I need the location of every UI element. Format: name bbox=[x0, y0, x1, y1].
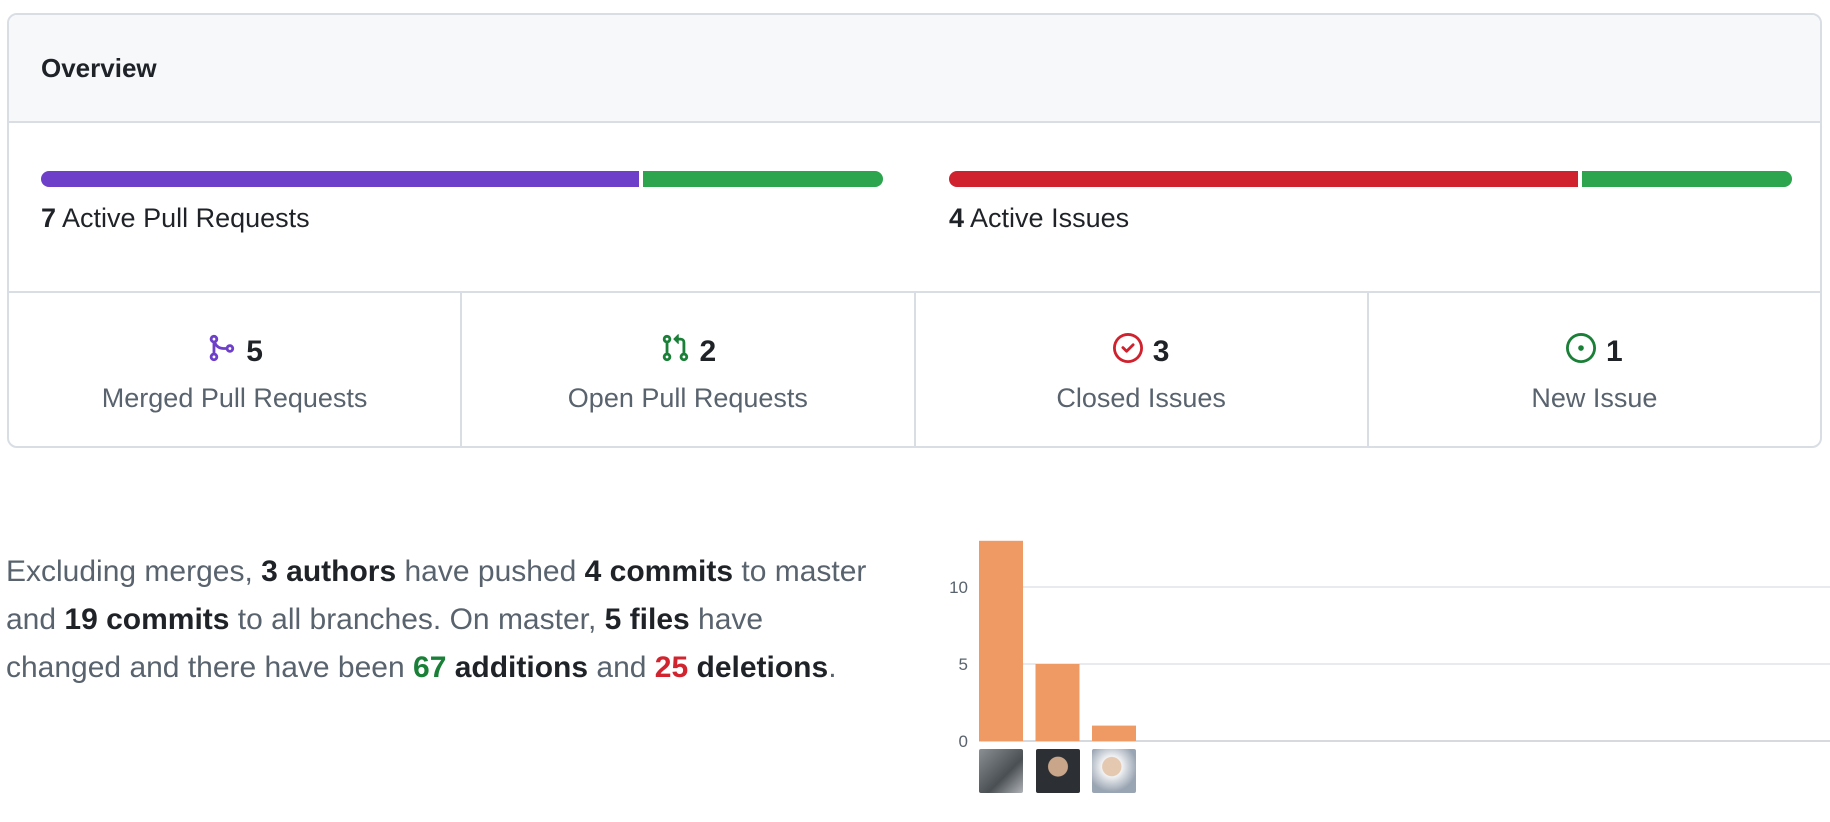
closed-issues-stat[interactable]: 3 Closed Issues bbox=[916, 293, 1369, 446]
commits-by-author-chart: 0 5 10 bbox=[930, 520, 1830, 810]
overview-title: Overview bbox=[41, 52, 157, 83]
merged-label: Merged Pull Requests bbox=[101, 383, 368, 413]
open-label: Open Pull Requests bbox=[567, 383, 808, 413]
commit-summary-text: and bbox=[588, 651, 655, 684]
active-issues-label: Active Issues bbox=[970, 203, 1130, 233]
commit-summary: Excluding merges, 3 authors have pushed … bbox=[6, 548, 886, 692]
git-merge-icon bbox=[206, 333, 236, 371]
chart-svg: 0 5 10 bbox=[949, 540, 1830, 751]
open-segment[interactable] bbox=[643, 171, 883, 187]
commit-summary-text: have pushed bbox=[396, 555, 585, 588]
author-avatar-2[interactable] bbox=[1036, 749, 1080, 793]
new-segment[interactable] bbox=[1582, 171, 1792, 187]
additions-word: additions bbox=[446, 651, 589, 684]
author-avatar-1[interactable] bbox=[979, 749, 1023, 793]
issue-opened-icon bbox=[1566, 333, 1597, 371]
git-pull-request-icon bbox=[660, 333, 690, 371]
new-count: 1 bbox=[1606, 335, 1623, 368]
commit-bar-3[interactable] bbox=[1092, 725, 1136, 741]
y-tick-label: 0 bbox=[959, 732, 968, 751]
commit-summary-text: Excluding merges, bbox=[6, 555, 262, 588]
master-commits[interactable]: 4 commits bbox=[584, 555, 734, 588]
commit-bar-1[interactable] bbox=[979, 540, 1023, 741]
issues-progress-bar[interactable] bbox=[949, 171, 1792, 187]
commit-summary-text: have changed and there have been bbox=[6, 603, 764, 684]
commit-summary-text: to all branches. On master, bbox=[229, 603, 605, 636]
overview-header: Overview bbox=[9, 15, 1820, 123]
issue-closed-icon bbox=[1112, 333, 1143, 371]
active-pull-requests-label: Active Pull Requests bbox=[62, 203, 310, 233]
active-issues[interactable]: 4 Active Issues bbox=[949, 203, 1129, 234]
y-tick-label: 10 bbox=[949, 578, 968, 597]
files-changed[interactable]: 5 files bbox=[604, 603, 690, 636]
merged-pull-requests-stat[interactable]: 5 Merged Pull Requests bbox=[9, 293, 463, 446]
deletions-count: 25 bbox=[654, 651, 689, 684]
additions-count: 67 bbox=[413, 651, 447, 684]
commit-bar-2[interactable] bbox=[1035, 664, 1080, 741]
commit-summary-text: to master and bbox=[6, 555, 867, 636]
new-issue-stat[interactable]: 1 New Issue bbox=[1369, 293, 1820, 446]
overview-summary: 7 Active Pull Requests 4 Active Issues bbox=[9, 123, 1820, 293]
active-pull-requests[interactable]: 7 Active Pull Requests bbox=[41, 203, 310, 234]
open-pull-requests-stat[interactable]: 2 Open Pull Requests bbox=[462, 293, 916, 446]
closed-count: 3 bbox=[1152, 335, 1170, 368]
author-avatar-3[interactable] bbox=[1092, 749, 1136, 793]
overview-box: Overview 7 Active Pull Requests 4 Active… bbox=[7, 13, 1822, 448]
active-issues-count: 4 bbox=[949, 203, 965, 233]
merged-segment[interactable] bbox=[41, 171, 640, 187]
new-label: New Issue bbox=[1531, 383, 1658, 413]
pull-requests-progress-bar[interactable] bbox=[41, 171, 883, 187]
y-tick-label: 5 bbox=[959, 655, 968, 674]
commit-summary-text: . bbox=[828, 651, 837, 684]
deletions-word: deletions bbox=[688, 651, 829, 684]
all-branch-commits[interactable]: 19 commits bbox=[64, 603, 230, 636]
merged-count: 5 bbox=[246, 335, 263, 368]
authors-count[interactable]: 3 authors bbox=[261, 555, 397, 588]
open-count: 2 bbox=[699, 335, 717, 368]
active-pull-requests-count: 7 bbox=[41, 203, 57, 233]
closed-label: Closed Issues bbox=[1056, 383, 1226, 413]
closed-segment[interactable] bbox=[949, 171, 1579, 187]
stats-row: 5 Merged Pull Requests 2 Open Pull Reque… bbox=[9, 293, 1820, 446]
